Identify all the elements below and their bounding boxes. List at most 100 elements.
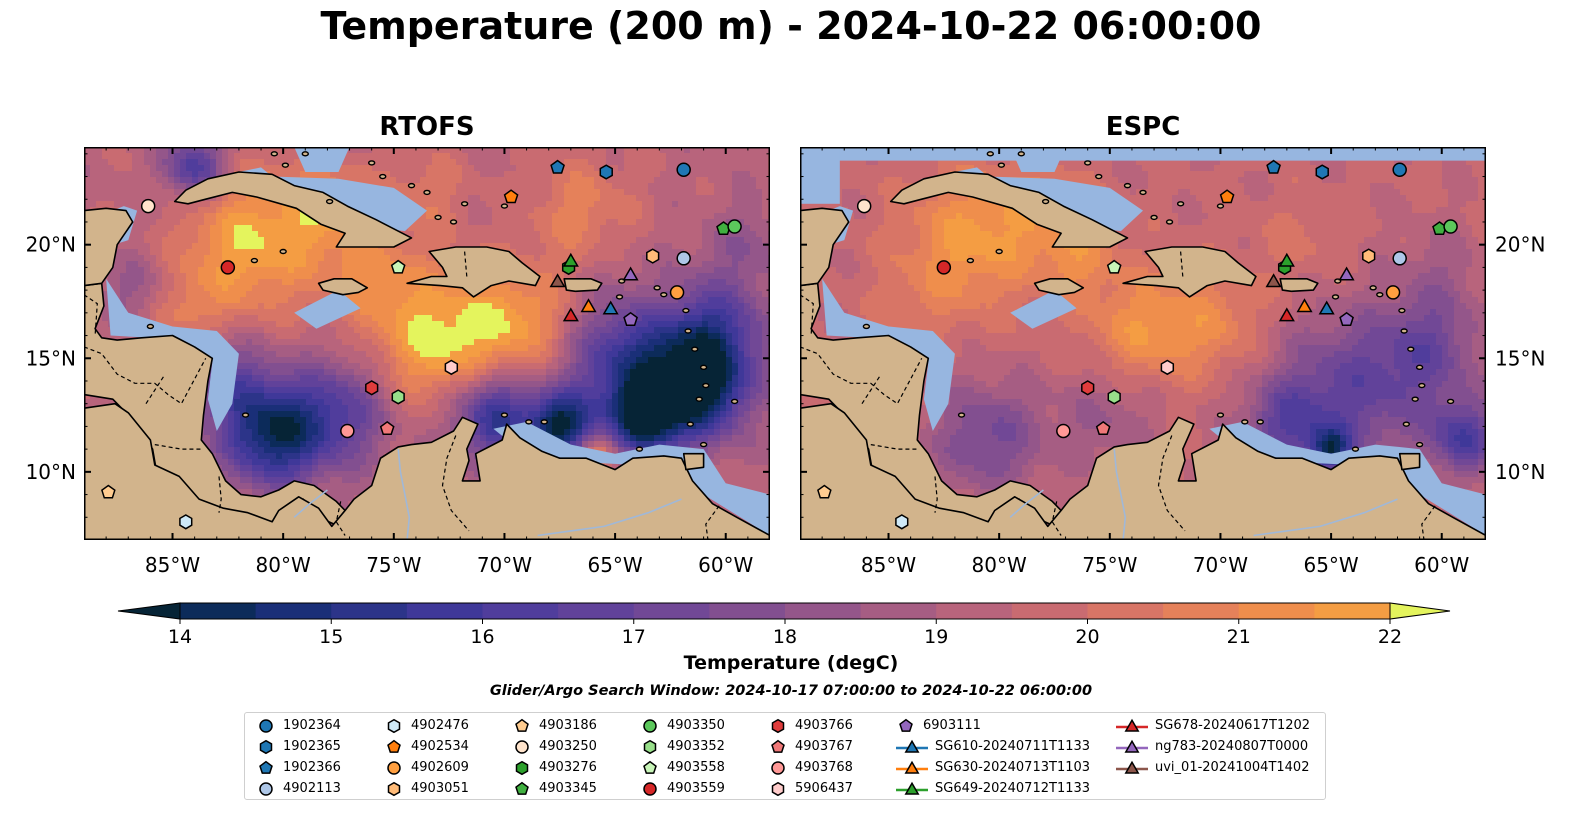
platform-marker[interactable] [101,484,116,499]
legend-marker-shape[interactable] [259,760,273,774]
legend-item: 1902365 [255,736,341,757]
legend-marker-shape[interactable] [904,739,920,753]
legend-marker-shape[interactable] [515,718,529,732]
small-island [653,285,661,291]
legend-marker-shape[interactable] [387,739,401,753]
legend-marker-shape[interactable] [515,760,529,775]
small-island [1165,219,1174,225]
platform-marker[interactable] [179,514,193,530]
platform-marker[interactable] [562,307,579,322]
rtofs-map[interactable] [84,147,770,540]
platform-marker[interactable] [1339,311,1354,326]
legend-marker-shape[interactable] [387,718,401,733]
platform-marker[interactable] [365,380,379,396]
small-island [1402,421,1411,427]
legend-item: 4903051 [383,778,469,799]
platform-marker[interactable] [1443,219,1458,234]
legend-marker-shape[interactable] [387,760,401,775]
platform-marker[interactable] [1278,252,1295,267]
land-south-america [84,402,770,540]
platform-marker[interactable] [1318,300,1335,315]
legend-marker-icon [643,781,657,796]
legend-marker-shape[interactable] [515,739,529,754]
legend-item: SG649-20240712T1133 [895,778,1090,799]
small-island [1415,441,1424,448]
platform-marker[interactable] [1266,159,1281,174]
legend-marker-shape[interactable] [643,739,657,754]
legend-marker-shape[interactable] [259,781,273,796]
platform-marker[interactable] [1385,285,1401,300]
small-island [684,328,692,334]
platform-marker[interactable] [1392,251,1407,266]
platform-marker[interactable] [444,359,459,376]
colorbar: 14 15 16 17 18 19 20 21 22 [110,596,1470,656]
platform-marker[interactable] [503,189,519,204]
platform-marker[interactable] [1056,423,1071,439]
legend-marker-shape[interactable] [1124,718,1140,732]
platform-marker[interactable] [623,311,638,326]
colorbar-tick-label: 21 [1227,626,1251,648]
small-island [1418,382,1426,389]
legend-marker-shape[interactable] [1124,739,1140,753]
platform-marker[interactable] [549,273,566,288]
platform-marker[interactable] [1160,359,1175,376]
legend-marker-shape[interactable] [1124,760,1140,774]
legend-marker-shape[interactable] [643,760,657,774]
legend-marker-shape[interactable] [899,718,913,732]
small-island [1095,173,1103,180]
platform-marker[interactable] [676,251,691,266]
platform-marker[interactable] [1106,259,1122,274]
platform-marker[interactable] [550,159,565,174]
platform-marker[interactable] [580,298,597,313]
legend-item: 4903559 [639,778,725,799]
platform-marker[interactable] [1362,248,1376,264]
platform-marker[interactable] [602,300,619,315]
platform-marker[interactable] [1296,298,1313,313]
legend-marker-shape[interactable] [643,718,657,733]
legend-item: SG630-20240713T1103 [895,757,1090,778]
platform-marker[interactable] [1219,189,1235,204]
legend-marker-shape[interactable] [515,781,529,795]
platform-marker[interactable] [390,259,406,274]
platform-marker[interactable] [340,423,355,439]
rtofs-platform-markers [101,159,742,530]
legend-marker-shape[interactable] [771,739,785,753]
platform-marker[interactable] [1095,420,1111,435]
platform-marker[interactable] [1392,162,1407,177]
platform-marker[interactable] [220,260,236,275]
legend-marker-shape[interactable] [771,718,785,733]
platform-marker[interactable] [936,260,952,275]
platform-marker[interactable] [379,420,395,435]
platform-marker[interactable] [817,484,832,499]
legend-marker-shape[interactable] [259,739,273,754]
platform-marker[interactable] [676,162,691,177]
legend-marker-shape[interactable] [771,760,785,775]
platform-marker[interactable] [1081,380,1095,396]
lon-tick-label: 65°W [587,553,642,577]
platform-marker[interactable] [622,266,639,281]
platform-marker[interactable] [727,219,742,234]
platform-marker[interactable] [1278,307,1295,322]
legend-marker-shape[interactable] [771,781,785,796]
platform-marker[interactable] [856,198,872,214]
legend-marker-shape[interactable] [904,760,920,774]
colorbar-tick-label: 22 [1378,626,1402,648]
espc-map[interactable] [800,147,1486,540]
small-island [270,151,279,157]
platform-marker[interactable] [391,389,405,405]
small-island [966,257,975,264]
platform-marker[interactable] [1315,164,1329,180]
platform-marker[interactable] [599,164,613,180]
platform-marker[interactable] [669,285,685,300]
platform-marker[interactable] [895,514,909,530]
legend-marker-shape[interactable] [643,781,657,796]
legend-marker-shape[interactable] [259,718,273,733]
platform-marker[interactable] [1265,273,1282,288]
platform-marker[interactable] [1107,389,1121,405]
legend-marker-shape[interactable] [387,781,401,796]
platform-marker[interactable] [140,198,156,214]
platform-marker[interactable] [646,248,660,264]
platform-marker[interactable] [1338,266,1355,281]
legend-marker-shape[interactable] [904,781,920,795]
platform-marker[interactable] [562,252,579,267]
